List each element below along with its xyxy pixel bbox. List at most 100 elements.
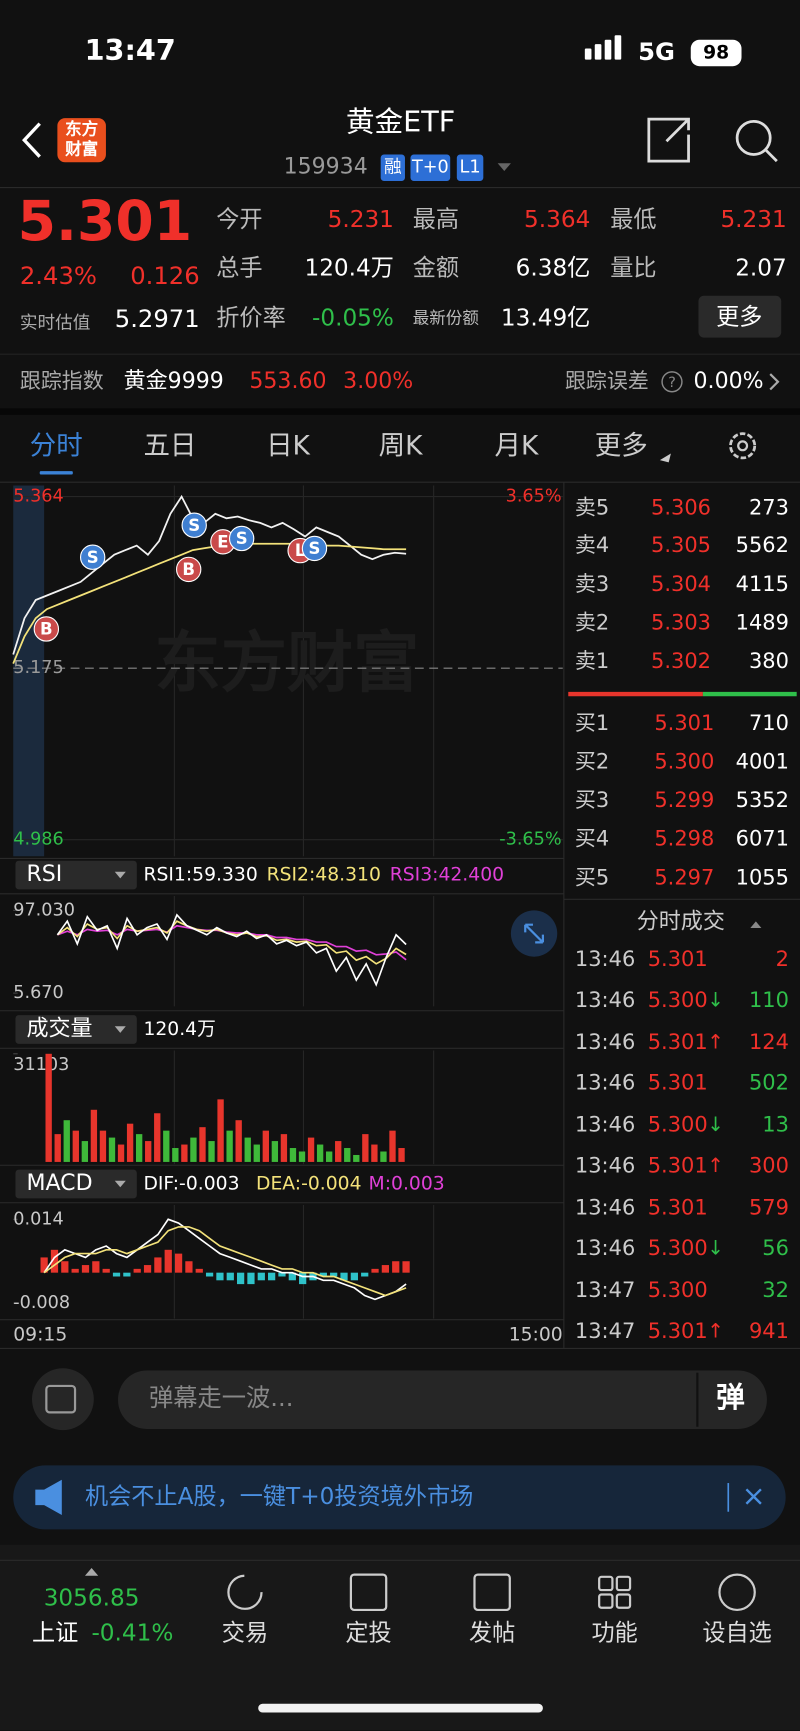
y-tick-label: 31103	[13, 1055, 69, 1075]
promo-banner[interactable]	[13, 1465, 786, 1530]
volume-bar	[253, 1144, 260, 1162]
promo-text[interactable]: 机会不止A股，一键T+0投资境外市场	[85, 1483, 473, 1510]
book-volume: 1055	[736, 865, 789, 889]
megaphone-icon	[35, 1479, 62, 1516]
stock-title: 黄金ETF	[346, 105, 455, 139]
indicator-selector[interactable]	[15, 860, 137, 890]
search-button[interactable]	[735, 119, 772, 156]
danmaku-input[interactable]	[118, 1370, 767, 1429]
indicator-name[interactable]: 成交量	[26, 1017, 92, 1042]
volume-bar	[226, 1130, 233, 1162]
indicator-selector[interactable]	[15, 1169, 137, 1199]
logo-text: 东方	[65, 119, 98, 139]
trade-marker	[79, 544, 106, 570]
macd-bar	[350, 1272, 358, 1281]
trade-marker-label: E	[217, 532, 228, 551]
nav-label[interactable]: 设自选	[702, 1620, 771, 1647]
field-label: 总手	[216, 255, 262, 282]
macd-bar	[102, 1268, 110, 1273]
book-volume: 380	[749, 649, 789, 673]
tab[interactable]: 日K	[266, 430, 310, 461]
book-price: 5.298	[654, 827, 714, 851]
danmaku-button[interactable]: 弹	[716, 1380, 745, 1414]
macd-bar	[123, 1272, 131, 1277]
tag	[380, 154, 405, 181]
nav-label[interactable]: 交易	[222, 1620, 268, 1647]
legend-entry: RSI3:42.400	[390, 865, 504, 886]
book-label: 卖2	[575, 610, 609, 634]
indicator-name[interactable]: MACD	[26, 1171, 92, 1196]
home-indicator	[258, 1703, 543, 1713]
promo-close[interactable]: ×	[742, 1478, 766, 1512]
field-value: 2.07	[735, 255, 787, 282]
volume-bar	[325, 1151, 333, 1162]
book-volume: 710	[749, 711, 789, 735]
more-text[interactable]: 更多	[716, 303, 762, 330]
volume-bar	[190, 1137, 197, 1162]
volume-bar	[117, 1144, 125, 1162]
volume-bar	[362, 1134, 369, 1162]
index-name[interactable]: 上证	[32, 1620, 78, 1647]
nav-icon	[598, 1593, 614, 1609]
macd-bar	[236, 1272, 245, 1285]
tab[interactable]: 五日	[143, 430, 196, 461]
more-button[interactable]	[698, 295, 782, 338]
tab[interactable]: 周K	[379, 430, 423, 461]
nav-label[interactable]: 功能	[591, 1620, 637, 1647]
macd-bar	[92, 1261, 100, 1273]
share-button[interactable]	[647, 117, 690, 163]
volume-bar	[353, 1154, 360, 1162]
trade-marker-label: B	[40, 620, 53, 639]
nav-label[interactable]: 定投	[345, 1620, 391, 1647]
field-value: 120.4万	[304, 255, 393, 282]
legend-entry: DIF:-0.003	[143, 1174, 239, 1195]
danmaku-toggle[interactable]	[32, 1368, 94, 1431]
book-label: 买1	[575, 711, 609, 735]
trade-time: 13:46	[575, 1071, 635, 1095]
macd-bar	[361, 1272, 369, 1277]
volume-bar	[108, 1137, 116, 1162]
expand-icon	[524, 923, 545, 944]
back-button[interactable]	[22, 122, 41, 158]
indicator-summary: 120.4万	[143, 1019, 215, 1040]
danmaku-placeholder[interactable]: 弹幕走一波...	[149, 1383, 293, 1412]
nav-icon	[227, 1574, 263, 1610]
trade-volume: 300	[749, 1153, 789, 1177]
index-pct[interactable]: -0.41%	[91, 1620, 173, 1647]
trade-time: 13:47	[575, 1278, 635, 1302]
legend-entry: M:0.003	[369, 1174, 445, 1195]
trade-marker	[176, 556, 202, 583]
tab[interactable]: 更多	[595, 430, 648, 461]
settings-button[interactable]	[729, 432, 757, 460]
indicator-selector[interactable]	[15, 1015, 137, 1044]
macd-bar	[319, 1272, 327, 1277]
legend-entry: RSI2:48.310	[267, 865, 381, 886]
tab[interactable]: 分时	[30, 430, 83, 461]
trade-marker-label: S	[236, 529, 248, 548]
trade-time: 13:46	[575, 947, 635, 971]
volume-bar	[316, 1144, 324, 1162]
book-price: 5.299	[654, 788, 714, 812]
indicator-caret	[114, 871, 126, 879]
macd-bar	[268, 1272, 276, 1281]
volume-bar	[217, 1099, 224, 1162]
field-value: 5.231	[328, 206, 394, 233]
indicator-name[interactable]: RSI	[26, 862, 62, 887]
trade-time: 13:47	[575, 1319, 635, 1343]
macd-bar	[402, 1261, 410, 1273]
nav-label[interactable]: 发帖	[469, 1620, 515, 1647]
rsi-line	[56, 920, 407, 965]
tab[interactable]: 月K	[494, 430, 538, 461]
chevron	[769, 373, 780, 391]
tab-underline	[39, 471, 73, 475]
logo-text: 财富	[64, 139, 98, 159]
macd-bar	[195, 1268, 203, 1273]
trade-marker-label: L	[295, 541, 306, 560]
macd-bar	[216, 1272, 224, 1281]
nav-icon	[349, 1573, 388, 1612]
index-value[interactable]: 3056.85	[44, 1584, 140, 1611]
trade-volume: 110	[749, 988, 789, 1012]
volume-bar	[72, 1130, 79, 1162]
trade-volume: 124	[749, 1030, 789, 1054]
